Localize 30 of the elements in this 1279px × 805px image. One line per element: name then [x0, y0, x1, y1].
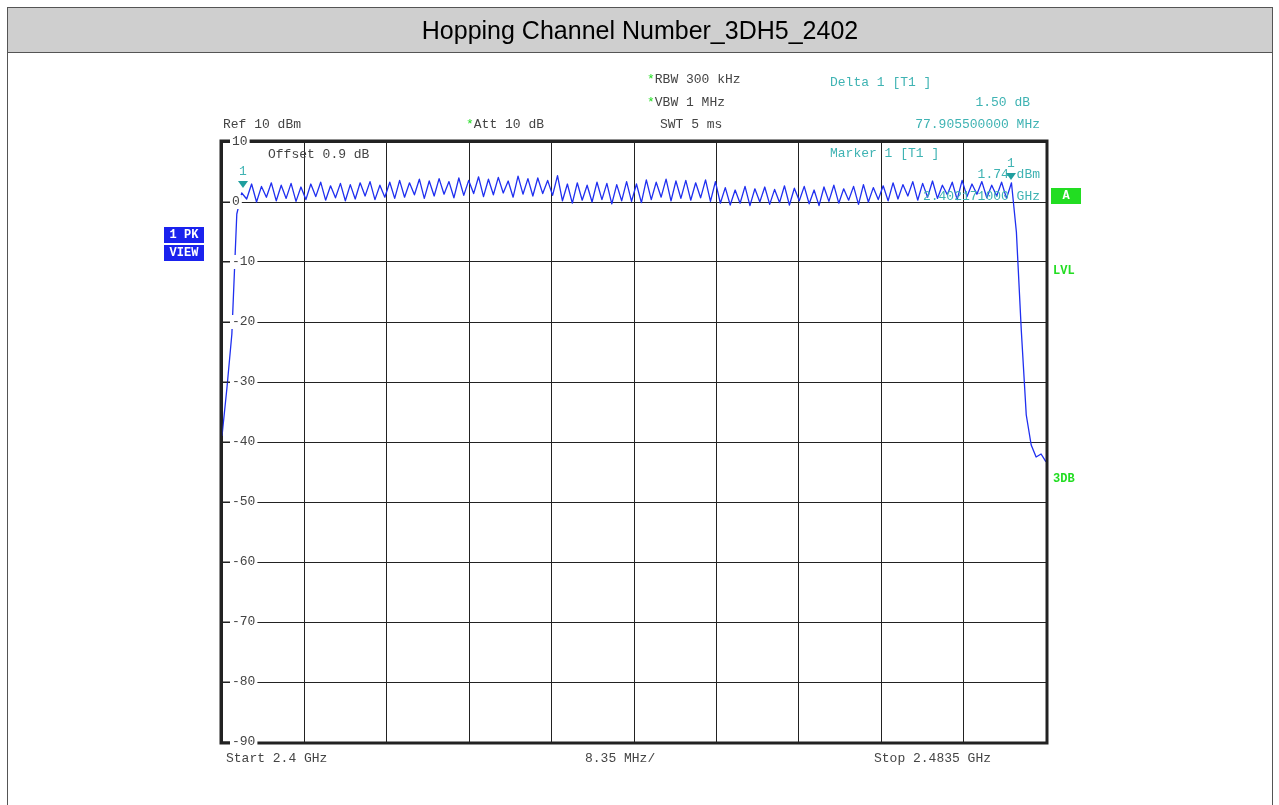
y-tick-label: -90	[232, 734, 256, 750]
text: 77.905500000 MHz	[915, 117, 1040, 133]
text: Ref 10 dBm	[223, 117, 302, 133]
text: 3DB	[1053, 472, 1075, 487]
text: *VBW 1 MHz	[647, 95, 726, 111]
y-tick-label: -40	[232, 434, 256, 450]
text: *Att 10 dB	[466, 117, 545, 133]
y-tick-label: -50	[232, 494, 256, 510]
text: 8.35 MHz/	[585, 751, 656, 767]
text: *RBW 300 kHz	[647, 72, 741, 88]
annotation: Marker 1 [T1 ]	[830, 146, 940, 162]
y-tick-label: 10	[232, 134, 248, 150]
text: Stop 2.4835 GHz	[874, 751, 992, 767]
chart-title: Hopping Channel Number_3DH5_2402	[7, 7, 1273, 53]
text: Start 2.4 GHz	[226, 751, 328, 767]
y-tick-label: -60	[232, 554, 256, 570]
y-tick-label: -80	[232, 674, 256, 690]
text: SWT 5 ms	[660, 117, 723, 133]
text: 1 PK	[169, 228, 200, 243]
text: Delta 1 [T1 ]	[830, 75, 932, 91]
y-tick-label: 0	[232, 194, 240, 210]
text: 1.50 dB	[975, 95, 1031, 111]
annotation: 1	[239, 164, 248, 180]
y-tick-label: -70	[232, 614, 256, 630]
y-tick-label: -30	[232, 374, 256, 390]
y-tick-label: -20	[232, 314, 256, 330]
text: A	[1062, 189, 1071, 204]
text: VIEW	[169, 246, 200, 261]
y-tick-label: -10	[232, 254, 256, 270]
text: LVL	[1053, 264, 1075, 279]
